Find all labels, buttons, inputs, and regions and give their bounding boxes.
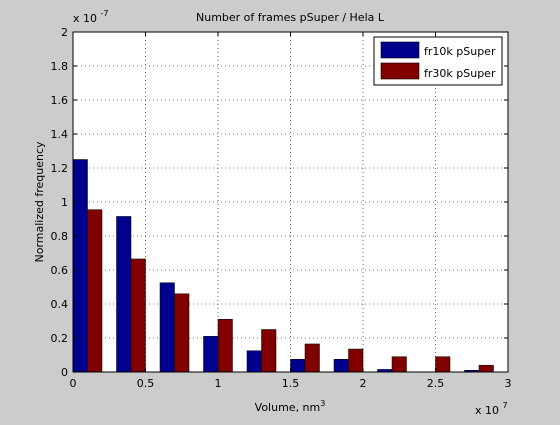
- x-tick-label: 1: [215, 377, 222, 390]
- bar-fr30k: [348, 348, 364, 373]
- bar-fr30k: [87, 209, 103, 373]
- x-axis-label-superscript: 3: [320, 399, 325, 408]
- legend: fr10k pSuper fr30k pSuper: [373, 36, 503, 86]
- bar-fr10k: [246, 350, 262, 373]
- bar-fr10k: [333, 359, 349, 373]
- legend-label-1: fr30k pSuper: [424, 67, 496, 80]
- y-tick-label: 0.4: [51, 298, 69, 311]
- bar-fr10k: [159, 282, 175, 373]
- y-axis-label: Normalized frequency: [33, 141, 46, 263]
- bar-fr10k: [72, 159, 88, 373]
- x-tick-label: 3: [505, 377, 512, 390]
- x-exponent-power: 7: [503, 401, 508, 410]
- x-tick-label: 0: [70, 377, 77, 390]
- x-tick-label: 2.5: [427, 377, 445, 390]
- bar-fr30k: [261, 329, 277, 373]
- bar-fr30k: [478, 364, 494, 373]
- legend-label-0: fr10k pSuper: [424, 45, 496, 58]
- y-tick-label: 0.6: [51, 264, 69, 277]
- x-exponent: x 10 7: [475, 401, 508, 417]
- legend-swatch-0: [380, 41, 420, 59]
- x-tick-label: 2: [360, 377, 367, 390]
- y-tick-label: 0.2: [51, 332, 69, 345]
- y-tick-label: 1.6: [51, 94, 69, 107]
- x-tick-label: 1.5: [282, 377, 300, 390]
- y-tick-label: 1.8: [51, 60, 69, 73]
- legend-swatch-1: [380, 62, 420, 80]
- bar-fr30k: [174, 293, 190, 373]
- y-tick-label: 1.4: [51, 128, 69, 141]
- bar-fr10k: [203, 336, 219, 373]
- y-tick-label: 0.8: [51, 230, 69, 243]
- bar-fr30k: [435, 356, 451, 373]
- ticks-group: 0 0.5 1 1.5 2 2.5 3 0 0.2 0.4 0.6 0.8 1 1.2 1.4 1.6 1.8 2: [51, 26, 512, 390]
- bar-fr30k: [304, 343, 320, 373]
- y-exponent: x 10 -7: [73, 9, 109, 25]
- bar-fr10k: [290, 359, 306, 373]
- y-tick-label: 2: [61, 26, 68, 39]
- y-tick-label: 1: [61, 196, 68, 209]
- x-axis-label-text: Volume, nm: [255, 401, 321, 414]
- x-axis-label: Volume, nm3: [255, 399, 326, 414]
- bars-group: [72, 159, 494, 373]
- y-exponent-power: -7: [101, 9, 109, 18]
- bar-fr30k: [130, 258, 146, 373]
- x-exponent-base: x 10: [475, 404, 499, 417]
- y-tick-label: 1.2: [51, 162, 69, 175]
- bar-fr30k: [391, 356, 407, 373]
- bar-fr10k: [116, 216, 132, 373]
- y-tick-label: 0: [61, 366, 68, 379]
- y-exponent-base: x 10: [73, 12, 97, 25]
- chart-title: Number of frames pSuper / Hela L: [196, 11, 385, 24]
- x-tick-label: 0.5: [137, 377, 155, 390]
- bar-fr30k: [217, 319, 233, 373]
